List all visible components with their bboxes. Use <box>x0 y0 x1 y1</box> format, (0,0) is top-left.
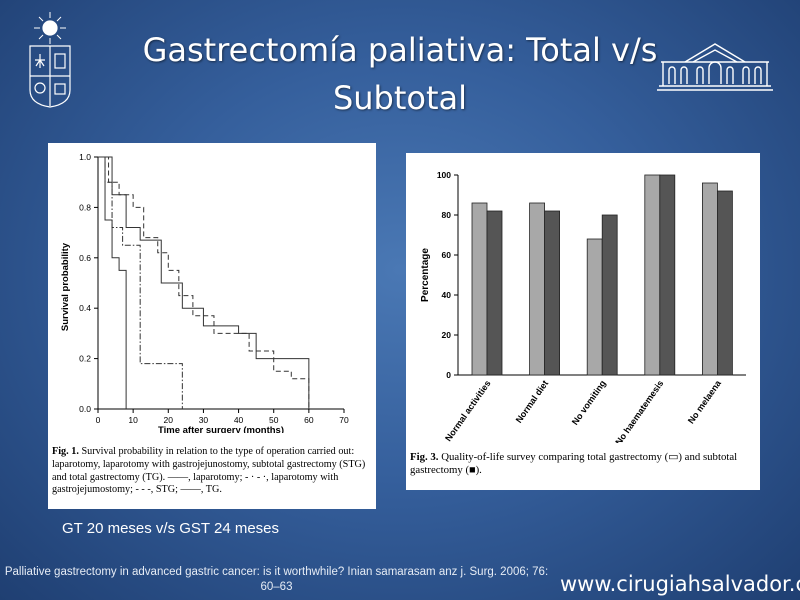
bar-category-label: Normal diet <box>514 378 551 424</box>
bar-y-tick-label: 20 <box>442 330 452 340</box>
survival-x-tick-label: 30 <box>199 415 209 425</box>
summary-text: GT 20 meses v/s GST 24 meses <box>62 520 280 537</box>
bar-y-tick-label: 60 <box>442 250 452 260</box>
bar-subtotal-5 <box>716 190 733 376</box>
fig1-caption-text: Survival probability in relation to the … <box>52 446 366 496</box>
survival-x-axis-label: Time after surgery (months) <box>158 425 284 433</box>
bar-y-tick-label: 100 <box>437 170 451 180</box>
survival-figure: 0 10 20 30 40 50 60 70 0.0 0.2 0.4 0.6 0.8 1.0 Time a… <box>48 143 376 509</box>
bar-subtotal-4 <box>659 174 676 376</box>
survival-curve-3 <box>98 156 310 409</box>
fig1-caption: Fig. 1. Survival probability in relation… <box>52 446 372 497</box>
fig3-caption: Fig. 3. Quality-of-life survey comparing… <box>410 451 750 477</box>
survival-x-tick-label: 10 <box>128 415 138 425</box>
fig3-caption-text: Quality-of-life survey comparing total g… <box>410 451 738 476</box>
survival-x-tick-label: 60 <box>304 415 314 425</box>
survival-chart: 0 10 20 30 40 50 60 70 0.0 0.2 0.4 0.6 0.8 1.0 Time a… <box>60 152 349 433</box>
survival-y-axis-label: Survival probability <box>60 242 71 331</box>
university-crest-logo <box>29 12 71 108</box>
hospital-building-logo <box>657 43 773 91</box>
survival-curve-2 <box>98 156 183 409</box>
bar-y-axis-label: Percentage <box>420 248 431 302</box>
slide-title: Gastrectomía paliativa: Total v/s Subtot… <box>142 31 658 117</box>
fig1-caption-label: Fig. 1. <box>52 446 79 457</box>
survival-y-tick-label: 0.8 <box>79 202 91 212</box>
website-url[interactable]: www.cirugiahsalvador.cl <box>560 572 800 596</box>
quality-of-life-figure: 0 20 40 60 80 100 Normal activities Normal die… <box>406 153 760 490</box>
bar-total-1 <box>471 202 488 376</box>
survival-y-tick-label: 0.2 <box>79 354 91 364</box>
bar-total-2 <box>529 202 545 376</box>
quality-of-life-chart: 0 20 40 60 80 100 Normal activities Normal die… <box>420 170 746 443</box>
bar-total-3 <box>586 238 603 376</box>
bar-subtotal-2 <box>544 210 561 376</box>
bar-category-label: No melaena <box>686 378 724 426</box>
bar-total-5 <box>701 182 718 376</box>
survival-y-tick-label: 0.6 <box>79 253 91 263</box>
survival-x-tick-label: 50 <box>269 415 279 425</box>
survival-x-tick-label: 70 <box>339 415 349 425</box>
bar-y-tick-label: 40 <box>442 290 452 300</box>
survival-x-tick-label: 40 <box>234 415 244 425</box>
bar-subtotal-3 <box>601 214 618 376</box>
bar-y-tick-label: 80 <box>442 210 452 220</box>
bar-category-label: Normal activities <box>443 378 493 443</box>
survival-x-tick-label: 0 <box>96 415 101 425</box>
bar-category-label: No haematemesis <box>613 378 665 443</box>
bar-total-4 <box>644 174 661 376</box>
survival-y-tick-label: 0.0 <box>79 404 91 414</box>
fig3-caption-label: Fig. 3. <box>410 451 439 463</box>
survival-y-tick-label: 1.0 <box>79 152 91 162</box>
bar-y-tick-label: 0 <box>446 370 451 380</box>
bar-category-label: No vomiting <box>570 378 608 426</box>
survival-curve-4 <box>98 156 310 409</box>
bar-subtotal-1 <box>486 210 503 376</box>
survival-y-tick-label: 0.4 <box>79 303 91 313</box>
reference-citation: Palliative gastrectomy in advanced gastr… <box>4 566 549 593</box>
survival-x-tick-label: 20 <box>164 415 174 425</box>
